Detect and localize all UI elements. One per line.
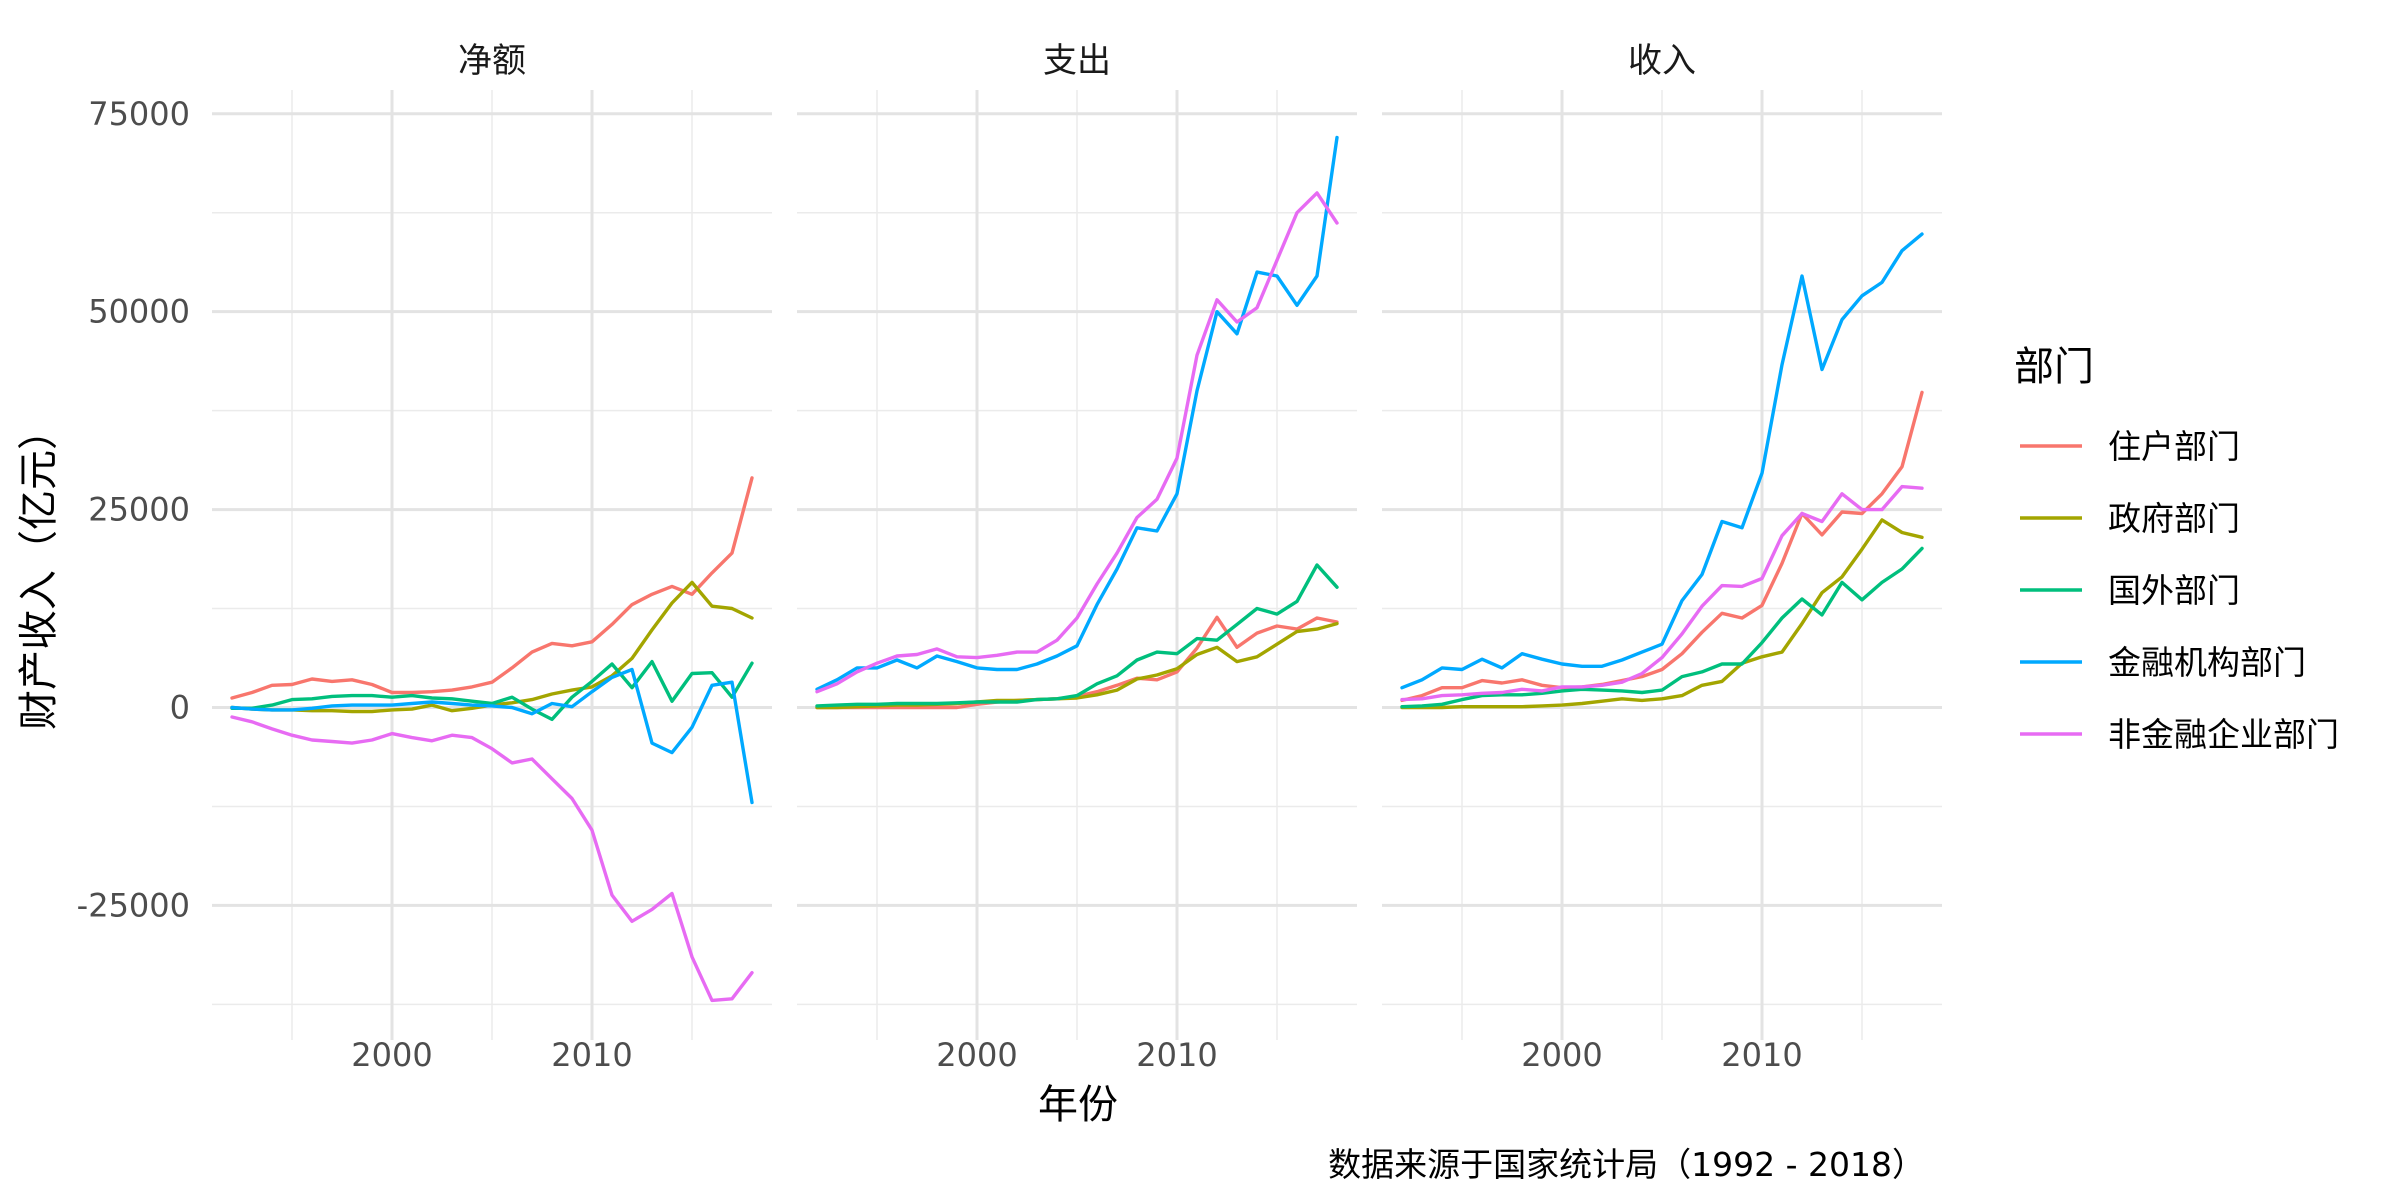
x-axis-title: 年份 [1038, 1082, 1118, 1128]
y-axis-title: 财产收入（亿元） [16, 410, 62, 730]
legend-title: 部门 [2014, 344, 2094, 390]
x-tick-label: 2010 [551, 1036, 632, 1074]
facet-panel-2: 支出 [797, 41, 1357, 1040]
x-tick-label: 2010 [1721, 1036, 1802, 1074]
facet-strip-label: 净额 [458, 41, 526, 81]
series-line-1 [230, 476, 754, 700]
legend-label: 政府部门 [2108, 499, 2240, 538]
series-line-5 [1400, 484, 1924, 702]
x-tick-label: 2010 [1136, 1036, 1217, 1074]
series-line-4 [1400, 232, 1924, 690]
facet-strip-label: 支出 [1043, 41, 1111, 81]
facet-panel-1: 净额 [212, 41, 772, 1040]
x-axis: 2000 2010 2000 2010 2000 2010 [351, 1036, 1802, 1074]
y-tick-label: -25000 [77, 886, 190, 924]
series-line-2 [1400, 518, 1924, 710]
facet-panel-3: 收入 [1382, 41, 1942, 1040]
legend-label: 住户部门 [2108, 427, 2240, 466]
series-line-3 [230, 659, 754, 722]
series-line-4 [230, 667, 754, 805]
series-line-3 [1400, 546, 1924, 709]
legend-label: 金融机构部门 [2108, 643, 2306, 682]
legend-label: 国外部门 [2108, 571, 2240, 610]
series-line-1 [1400, 390, 1924, 703]
facet-panels: 净额 支出 收入 [212, 41, 1942, 1040]
y-tick-label: 50000 [88, 293, 190, 331]
series-line-5 [230, 715, 754, 1003]
y-tick-label: 25000 [88, 491, 190, 529]
x-tick-label: 2000 [351, 1036, 432, 1074]
y-tick-label: 0 [170, 689, 190, 727]
x-tick-label: 2000 [936, 1036, 1017, 1074]
series-line-5 [815, 191, 1339, 694]
legend-label: 非金融企业部门 [2108, 715, 2339, 754]
series-line-3 [815, 563, 1339, 708]
x-tick-label: 2000 [1521, 1036, 1602, 1074]
facet-strip-label: 收入 [1628, 41, 1696, 81]
caption: 数据来源于国家统计局（1992 - 2018） [1328, 1145, 1925, 1184]
y-axis: -25000 0 25000 50000 75000 [77, 95, 190, 925]
y-tick-label: 75000 [88, 95, 190, 133]
series-line-4 [815, 135, 1339, 691]
